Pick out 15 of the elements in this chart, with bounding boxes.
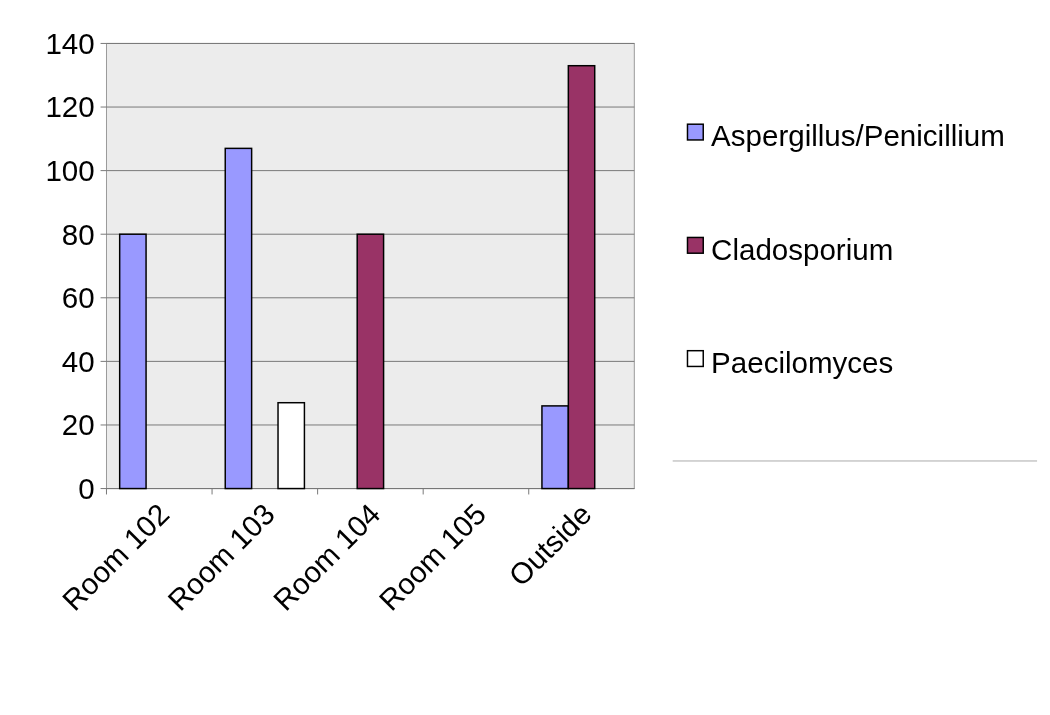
legend-label: Paecilomyces <box>711 345 894 379</box>
y-tick-label: 20 <box>61 408 95 442</box>
bar <box>224 147 253 490</box>
y-tick-label: 40 <box>61 344 95 378</box>
legend-label: Aspergillus/Penicillium <box>711 119 1005 153</box>
y-tick-label: 60 <box>61 281 95 315</box>
y-tick-label: 0 <box>78 471 95 505</box>
y-tick-label: 80 <box>61 217 95 251</box>
legend-label: Cladosporium <box>711 232 894 266</box>
y-tick-label: 100 <box>45 153 95 187</box>
y-tick-label: 120 <box>45 90 95 124</box>
bar <box>118 233 147 490</box>
bar <box>277 401 306 490</box>
y-tick-label: 140 <box>45 26 95 60</box>
bar <box>356 233 385 490</box>
